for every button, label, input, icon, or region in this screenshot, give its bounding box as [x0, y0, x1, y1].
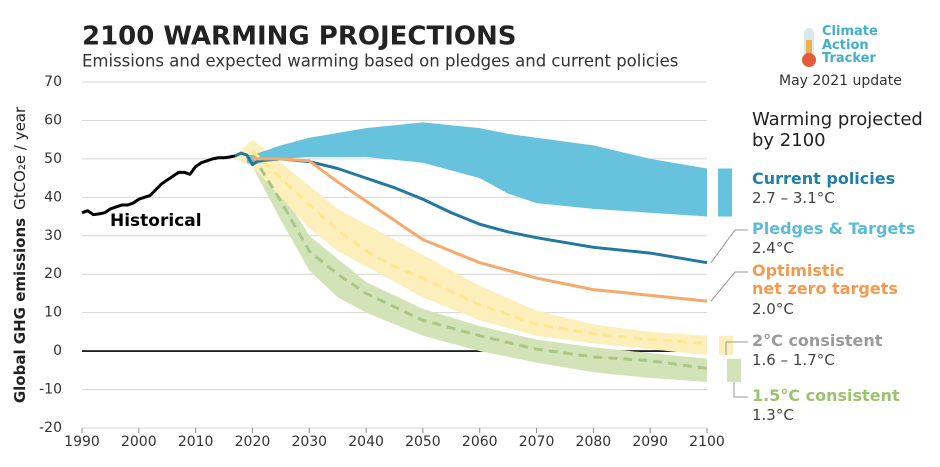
connector: [710, 229, 748, 263]
warming-label: 2.0°C: [752, 300, 794, 318]
x-tick-label: 2030: [291, 434, 327, 450]
warming-label: 2.7 – 3.1°C: [752, 188, 835, 207]
y-tick-label: 0: [53, 343, 62, 359]
logo-text: Climate Action Tracker: [822, 24, 878, 67]
y-tick-label: 70: [44, 74, 62, 90]
warming-label: 2.4°C: [752, 238, 794, 257]
update-note: May 2021 update: [779, 73, 902, 89]
projection-line: [251, 150, 708, 345]
legend-title: Warming projected by 2100: [752, 109, 923, 151]
y-axis-unit: GtCO₂e / year: [11, 106, 29, 210]
lines: [81, 150, 708, 370]
y-tick-label: -20: [39, 420, 62, 436]
range-bar: [718, 168, 732, 217]
chart-title: 2100 WARMING PROJECTIONS: [82, 22, 516, 52]
y-tick-label: 60: [44, 112, 62, 128]
projection-line: [251, 154, 708, 370]
connector: [733, 381, 748, 398]
historical-line: [81, 154, 236, 217]
thermometer-fill: [806, 40, 812, 56]
y-tick-label: 30: [44, 228, 62, 244]
y-tick-label: 50: [44, 151, 62, 167]
chart-subtitle: Emissions and expected warming based on …: [82, 52, 678, 71]
projection-line: [234, 151, 708, 265]
range-bar: [727, 358, 741, 382]
x-tick-label: 2100: [689, 434, 725, 450]
range-band: [235, 139, 707, 355]
y-axis-label: Global GHG emissions GtCO₂e / year: [11, 106, 29, 403]
series-label: Optimistic net zero targets: [752, 261, 898, 299]
x-tick-label: 2040: [348, 434, 384, 450]
x-tick-label: 2070: [519, 434, 555, 450]
x-tick-label: 2010: [178, 434, 214, 450]
x-tick-label: 1990: [64, 434, 100, 450]
series-label: Pledges & Targets: [752, 219, 916, 238]
connector: [725, 341, 748, 355]
x-tick-label: 2090: [632, 434, 668, 450]
x-tick-label: 2080: [576, 434, 612, 450]
thermometer-bulb: [802, 53, 816, 67]
x-tick-label: 2050: [405, 434, 441, 450]
x-tick-label: 2020: [235, 434, 271, 450]
range-band: [246, 122, 708, 217]
series-label: 1.5°C consistent: [752, 386, 900, 405]
connector: [710, 271, 748, 302]
series-label: 2°C consistent: [752, 331, 883, 350]
x-tick-label: 2000: [121, 434, 157, 450]
x-tick-label: 2060: [462, 434, 498, 450]
historical-label: Historical: [110, 211, 202, 231]
y-axis-title: Global GHG emissions: [11, 218, 29, 403]
projection-line: [252, 157, 708, 303]
y-tick-label: 10: [44, 305, 62, 321]
logo-icon: [802, 28, 816, 67]
series-label: Current policies: [752, 169, 896, 188]
y-tick-label: -10: [39, 382, 62, 398]
y-tick-label: 20: [44, 266, 62, 282]
y-tick-label: 40: [44, 189, 62, 205]
warming-label: 1.6 – 1.7°C: [752, 350, 835, 369]
warming-label: 1.3°C: [752, 405, 794, 424]
